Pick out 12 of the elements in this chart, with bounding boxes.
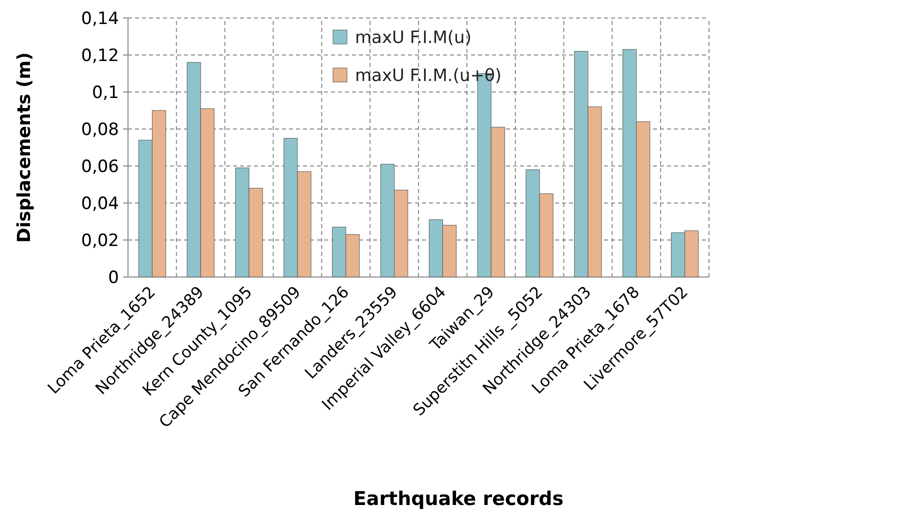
y-tick-label: 0,04 <box>81 194 119 214</box>
y-tick-label: 0,1 <box>92 82 119 103</box>
y-tick-label: 0,06 <box>81 156 119 177</box>
y-tick-label: 0,08 <box>81 120 119 140</box>
legend-label: maxU F.I.M.(u+θ) <box>355 66 502 86</box>
x-axis-title: Earthquake records <box>353 488 564 510</box>
y-tick-label: 0,02 <box>81 230 119 251</box>
y-tick-label: 0,12 <box>81 46 119 66</box>
legend-label: maxU F.I.M(u) <box>355 28 472 48</box>
y-axis-title: Displacements (m) <box>14 52 35 243</box>
y-tick-label: 0 <box>108 268 119 288</box>
y-tick-label: 0,14 <box>81 8 119 29</box>
